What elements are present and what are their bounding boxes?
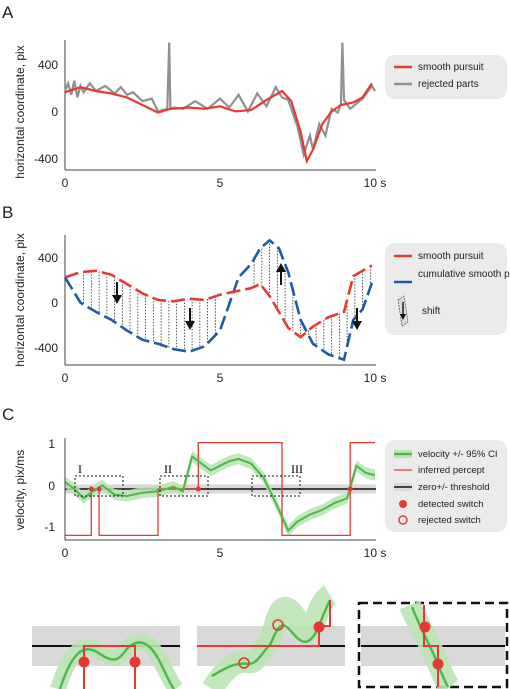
- box-i: [74, 475, 124, 497]
- xtick-b-5: 5: [217, 371, 224, 385]
- legend-c-rejected-dot: [398, 515, 408, 525]
- detected-switch-dot: [347, 486, 353, 492]
- detected-switch-dot: [96, 486, 102, 492]
- zoom-ii-switch: [313, 621, 325, 633]
- ytick-b-400: 400: [38, 251, 58, 265]
- legend-b-item-2-text: cumulative smooth pusuit: [418, 269, 510, 280]
- xtick-c-10: 10 s: [364, 546, 387, 560]
- panel-letter-b: B: [2, 203, 13, 222]
- legend-b: smooth pursuit cumulative smooth pusuit …: [385, 243, 510, 335]
- ytick-b-minus400: -400: [34, 341, 58, 355]
- legend-c-box: [385, 440, 507, 532]
- panel-letter-c: C: [2, 405, 14, 424]
- ytick-a-400: 400: [38, 58, 58, 72]
- xtick-a-5: 5: [217, 176, 224, 190]
- axes-c: 1 0 -1 0 5 10 s I II III: [44, 437, 386, 560]
- zoom-i-switch-2: [129, 656, 141, 668]
- detected-switch-dot: [195, 486, 201, 492]
- legend-c-detected-dot: [399, 500, 407, 508]
- xtick-b-10: 10 s: [364, 371, 387, 385]
- axes-a: 400 0 -400 0 5 10 s: [34, 40, 386, 190]
- zoom-iii-velocity: [410, 606, 450, 688]
- legend-b-box: [385, 243, 507, 335]
- zoom-ii-rejected-1: [238, 657, 250, 669]
- series-velocity: [64, 454, 376, 533]
- legend-c-item-1: velocity +/- 95% CI: [418, 449, 497, 460]
- detected-switch-dot: [88, 486, 94, 492]
- zoom-iii-dashed-frame: [357, 601, 509, 689]
- zoom-i-ci-band: [50, 632, 183, 689]
- zoom-inset-ii: [197, 585, 345, 689]
- axes-b: 400 0 -400 0 5 10 s: [34, 235, 386, 385]
- legend-a-item-1: smooth pursuit: [418, 62, 484, 73]
- legend-c-item-4: detected switch: [418, 499, 483, 510]
- ylabel-a: horizontal coordinate, pix: [13, 45, 27, 178]
- box-iii: [251, 475, 301, 497]
- ytick-c-0: 0: [48, 479, 55, 493]
- shift-arrow-1: [112, 282, 122, 304]
- shift-arrow-4: [352, 308, 362, 330]
- zoom-inset-i: [32, 626, 183, 689]
- box-iii-label: III: [291, 462, 303, 476]
- ytick-c-minus1: -1: [44, 520, 55, 534]
- legend-a-item-2: rejected parts: [418, 79, 479, 90]
- zoom-iii-switch-2: [432, 658, 444, 670]
- ytick-c-1: 1: [48, 437, 55, 451]
- ylabel-c: velocity, pix/ms: [13, 450, 27, 530]
- zoom-inset-iii: [357, 600, 509, 689]
- ytick-a-minus400: -400: [34, 152, 58, 166]
- box-ii: [159, 475, 209, 497]
- series-smooth-pursuit-a: [64, 82, 373, 165]
- xtick-c-0: 0: [62, 546, 69, 560]
- legend-b-item-3: shift: [422, 306, 441, 317]
- detected-switch-markers: [88, 486, 353, 492]
- legend-c-item-3: zero+/- threshold: [418, 482, 490, 493]
- shift-lines: [83, 240, 371, 359]
- xtick-c-5: 5: [217, 546, 224, 560]
- series-smooth-pursuit-b: [64, 264, 373, 339]
- zoom-ii-rejected-2: [272, 619, 284, 631]
- legend-c-item-2: inferred percept: [418, 465, 485, 476]
- legend-b-item-1: smooth pursuit: [418, 251, 484, 262]
- shift-arrow-3: [276, 263, 286, 285]
- shift-arrow-2: [185, 308, 195, 330]
- legend-c: velocity +/- 95% CI inferred percept zer…: [385, 440, 507, 532]
- zoom-ii-ci-band: [202, 585, 337, 689]
- zoom-i-switch-1: [78, 656, 90, 668]
- legend-b-shift-swatch: [397, 295, 409, 327]
- series-cumulative-smooth-pursuit: [63, 238, 374, 362]
- ytick-a-0: 0: [51, 105, 58, 119]
- xtick-a-10: 10 s: [364, 176, 387, 190]
- ylabel-b: horizontal coordinate, pix: [13, 233, 27, 366]
- xtick-a-0: 0: [62, 176, 69, 190]
- zoom-iii-switch-1: [419, 621, 431, 633]
- velocity-ci-band: [65, 451, 375, 537]
- legend-b-item-2: cumulative smooth pusuit: [418, 269, 510, 280]
- legend-a-box: [385, 55, 507, 99]
- box-i-label: I: [78, 462, 82, 476]
- series-rejected-parts: [63, 42, 376, 159]
- box-ii-label: II: [164, 462, 172, 476]
- legend-c-item-5: rejected switch: [418, 515, 481, 526]
- panel-letter-a: A: [2, 3, 14, 22]
- ytick-b-0: 0: [51, 296, 58, 310]
- legend-a: smooth pursuit rejected parts: [385, 55, 507, 99]
- xtick-b-0: 0: [62, 371, 69, 385]
